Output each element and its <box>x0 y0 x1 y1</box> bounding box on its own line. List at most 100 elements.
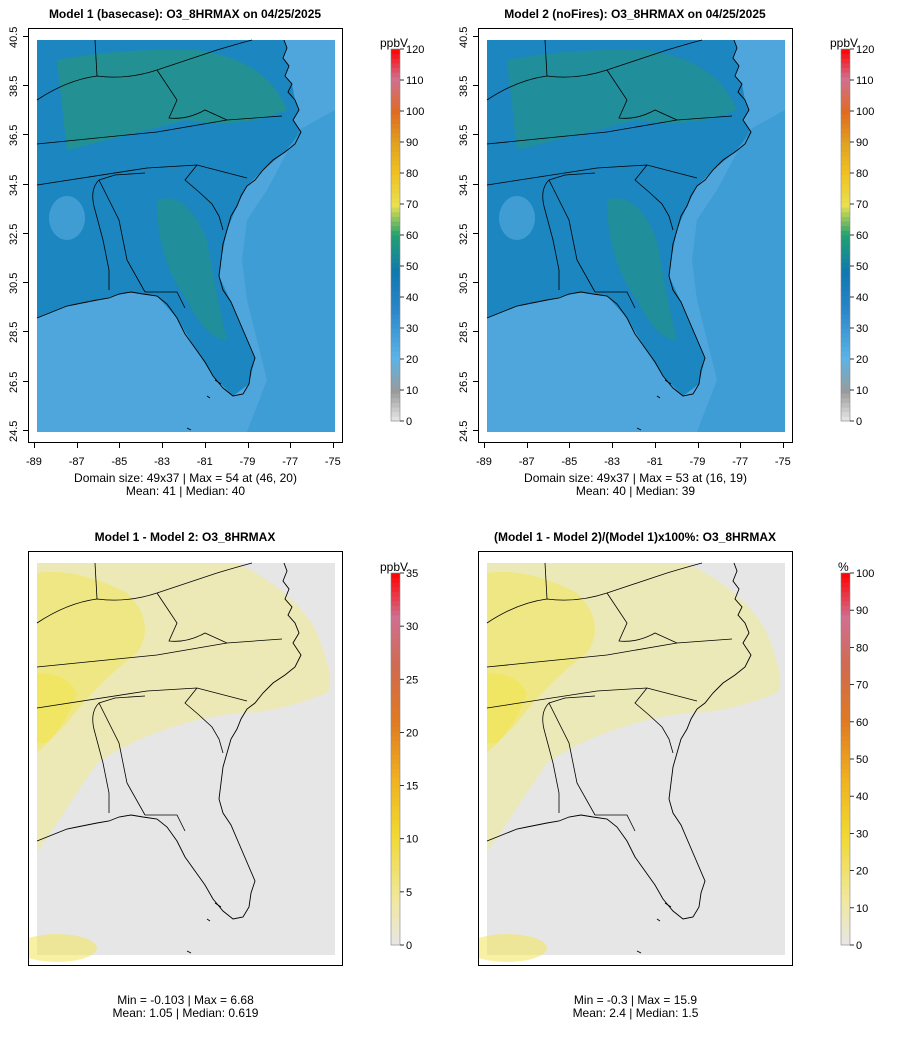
colorbar-segment <box>391 62 400 69</box>
x-tick-label: -83 <box>154 456 170 468</box>
y-tick-mark <box>23 84 28 86</box>
stats-line-1: Min = -0.3 | Max = 15.9 <box>573 993 698 1007</box>
colorbar-segment <box>841 407 850 413</box>
y-tick-label: 34.5 <box>8 174 20 196</box>
colorbar-segment <box>841 81 850 87</box>
colorbar-segment <box>391 772 400 779</box>
colorbar-segment <box>841 884 850 890</box>
colorbar-unit: ppbV <box>830 36 859 50</box>
colorbar-tick-label: 40 <box>406 292 418 304</box>
colorbar-segment <box>841 879 850 886</box>
colorbar-tick-label: 0 <box>406 940 412 952</box>
colorbar-segment <box>841 931 850 937</box>
colorbar-segment <box>841 169 850 176</box>
colorbar-segment <box>841 383 850 389</box>
colorbar-segment <box>391 355 400 362</box>
colorbar-segment <box>391 318 400 324</box>
colorbar-segment <box>391 146 400 152</box>
y-tick-mark <box>473 282 478 284</box>
y-tick-mark <box>23 134 28 136</box>
colorbar-segment <box>391 670 400 676</box>
colorbar-segment <box>841 703 850 709</box>
colorbar-segment <box>841 179 850 185</box>
colorbar-segment <box>841 856 850 862</box>
x-tick-mark <box>332 443 334 448</box>
y-tick-label: 36.5 <box>8 124 20 147</box>
colorbar-segment <box>391 337 400 343</box>
colorbar-segment <box>391 193 400 199</box>
y-tick-label: 24.5 <box>8 420 20 442</box>
colorbar-segment <box>841 754 850 760</box>
colorbar-segment <box>391 661 400 667</box>
colorbar-segment <box>841 235 850 241</box>
colorbar-segment <box>391 169 400 176</box>
colorbar-segment <box>841 109 850 115</box>
colorbar: 0 10 20 30 40 50 60 70 80 90 100 110 120 <box>840 45 874 428</box>
colorbar-tick-label: 30 <box>856 323 868 335</box>
colorbar-segment <box>841 365 850 371</box>
colorbar-segment <box>391 759 400 765</box>
colorbar-segment <box>841 684 850 690</box>
colorbar-tick-label: 50 <box>856 754 868 766</box>
colorbar-segment <box>391 328 400 334</box>
colorbar-segment <box>841 889 850 895</box>
colorbar-segment <box>391 197 400 203</box>
colorbar-segment <box>841 712 850 718</box>
colorbar-segment <box>391 921 400 927</box>
colorbar-segment <box>391 703 400 709</box>
y-tick-label: 28.5 <box>8 321 20 344</box>
y-tick-label: 28.5 <box>458 321 470 344</box>
colorbar-segment <box>391 893 400 899</box>
colorbar-segment <box>841 58 850 64</box>
x-tick-mark <box>204 443 206 448</box>
colorbar-tick-label: 10 <box>406 834 418 846</box>
colorbar-segment <box>391 865 400 872</box>
colorbar-segment <box>841 183 850 189</box>
colorbar-segment <box>841 281 850 287</box>
colorbar-segment <box>841 248 850 255</box>
colorbar-segment <box>841 628 850 634</box>
colorbar-segment <box>841 596 850 602</box>
colorbar-segment <box>391 221 400 227</box>
colorbar-border <box>390 572 401 946</box>
colorbar-tick-label: 100 <box>856 106 874 118</box>
colorbar-tick-label: 30 <box>406 323 418 335</box>
x-tick-mark <box>484 443 485 448</box>
x-tick-label: -81 <box>646 456 663 468</box>
colorbar-segment <box>841 100 850 106</box>
colorbar-tick-label: 110 <box>856 75 874 87</box>
y-tick-mark <box>473 84 478 86</box>
colorbar-segment <box>391 109 400 115</box>
colorbar-segment <box>841 355 850 362</box>
map-frame <box>478 28 793 443</box>
y-tick-label: 26.5 <box>458 371 470 393</box>
colorbar-tick-label: 80 <box>406 168 418 180</box>
colorbar-segment <box>391 693 400 700</box>
colorbar-segment <box>841 786 850 793</box>
y-tick-mark <box>23 232 28 234</box>
x-tick-label: -89 <box>26 456 42 468</box>
colorbar-segment <box>391 749 400 755</box>
colorbar-segment <box>391 416 400 422</box>
colorbar-segment <box>841 675 850 681</box>
colorbar-segment <box>391 712 400 718</box>
colorbar-segment <box>841 782 850 788</box>
colorbar-segment <box>391 165 400 171</box>
colorbar-segment <box>391 861 400 867</box>
colorbar-segment <box>391 726 400 732</box>
colorbar-tick-label: 20 <box>406 727 418 739</box>
colorbar-tick-label: 10 <box>856 385 868 397</box>
colorbar-segment <box>391 912 400 918</box>
colorbar-segment <box>391 879 400 886</box>
colorbar-segment <box>391 614 400 620</box>
panel-title: (Model 1 - Model 2)/(Model 1)x100%: O3_8… <box>493 530 777 544</box>
colorbar-segment <box>391 53 400 59</box>
colorbar-segment <box>391 49 400 55</box>
colorbar-segment <box>841 304 850 310</box>
colorbar-segment <box>391 740 400 746</box>
y-tick-label: 32.5 <box>458 223 470 245</box>
colorbar-segment <box>841 865 850 872</box>
colorbar-segment <box>391 202 400 208</box>
difference-map <box>17 562 335 962</box>
colorbar-segment <box>841 142 850 148</box>
